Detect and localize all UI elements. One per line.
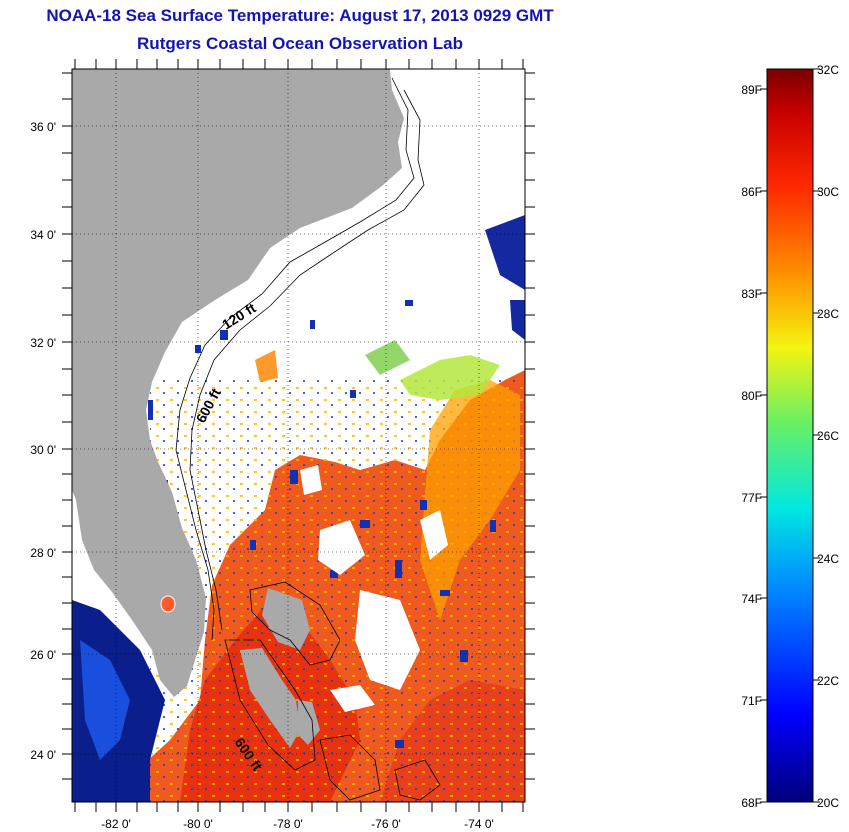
latitude-labels: 36 0' 34 0' 32 0' 30 0' 28 0' 26 0' 24 0… bbox=[30, 120, 56, 762]
celsius-label: 26C bbox=[817, 429, 839, 443]
celsius-label: 28C bbox=[817, 307, 839, 321]
fahrenheit-label: 77F bbox=[741, 491, 762, 505]
map-ticks bbox=[62, 59, 535, 812]
lat-label: 36 0' bbox=[30, 120, 56, 134]
fahrenheit-labels: 89F 86F 83F 80F 77F 74F 71F 68F bbox=[741, 83, 762, 810]
cloud-gaps bbox=[300, 465, 448, 712]
fahrenheit-label: 83F bbox=[741, 287, 762, 301]
orange-patch bbox=[255, 350, 278, 382]
lon-label: -76 0' bbox=[371, 817, 401, 831]
fahrenheit-label: 89F bbox=[741, 83, 762, 97]
colorbar-scale bbox=[766, 68, 814, 803]
cool-water-northeast bbox=[485, 215, 525, 290]
longitude-labels: -82 0' -80 0' -78 0' -76 0' -74 0' bbox=[101, 817, 494, 831]
bathymetry-contours bbox=[175, 77, 441, 801]
map-title: NOAA-18 Sea Surface Temperature: August … bbox=[46, 6, 554, 25]
green-patch-2 bbox=[365, 340, 410, 375]
colorbar-ticks bbox=[760, 68, 820, 803]
colorbar: 89F 86F 83F 80F 77F 74F 71F 68F 32C 30C … bbox=[741, 63, 839, 810]
fahrenheit-label: 86F bbox=[741, 185, 762, 199]
lon-label: -82 0' bbox=[101, 817, 131, 831]
land-us-southeast bbox=[72, 69, 404, 697]
lat-label: 34 0' bbox=[30, 228, 56, 242]
celsius-label: 30C bbox=[817, 185, 839, 199]
lake-okeechobee bbox=[160, 595, 176, 613]
map-subtitle: Rutgers Coastal Ocean Observation Lab bbox=[137, 34, 463, 53]
fahrenheit-label: 68F bbox=[741, 796, 762, 810]
celsius-labels: 32C 30C 28C 26C 24C 22C 20C bbox=[817, 63, 839, 810]
lat-label: 24 0' bbox=[30, 748, 56, 762]
land-bahamas-andros bbox=[262, 588, 310, 650]
celsius-label: 32C bbox=[817, 63, 839, 77]
map-area: 120 ft 600 ft 600 ft 36 0' 34 bbox=[30, 59, 535, 831]
lon-label: -74 0' bbox=[464, 817, 494, 831]
lat-label: 32 0' bbox=[30, 336, 56, 350]
celsius-label: 20C bbox=[817, 796, 839, 810]
fahrenheit-label: 74F bbox=[741, 592, 762, 606]
yellow-band bbox=[420, 380, 520, 620]
lat-label: 30 0' bbox=[30, 443, 56, 457]
land-bahamas-islands bbox=[298, 700, 320, 745]
map-frame bbox=[71, 68, 526, 803]
lat-label: 28 0' bbox=[30, 546, 56, 560]
celsius-label: 24C bbox=[817, 552, 839, 566]
land-bahamas-banks bbox=[240, 648, 300, 748]
fahrenheit-label: 80F bbox=[741, 389, 762, 403]
sst-field: 120 ft 600 ft 600 ft bbox=[72, 69, 525, 802]
lon-label: -78 0' bbox=[273, 817, 303, 831]
fahrenheit-label: 71F bbox=[741, 694, 762, 708]
lon-label: -80 0' bbox=[183, 817, 213, 831]
celsius-label: 22C bbox=[817, 674, 839, 688]
green-patch bbox=[400, 355, 500, 400]
cool-water-east bbox=[510, 300, 525, 340]
cool-water-highlight bbox=[80, 640, 130, 760]
lat-label: 26 0' bbox=[30, 648, 56, 662]
